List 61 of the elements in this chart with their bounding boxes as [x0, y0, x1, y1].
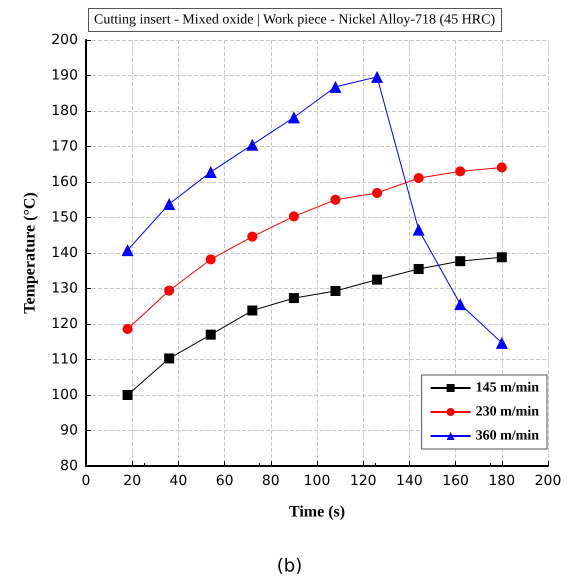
y-tick-label: 160: [51, 174, 78, 190]
point: [247, 232, 258, 242]
point: [164, 353, 174, 364]
y-tick-label: 90: [60, 422, 78, 438]
y-tick-label: 170: [51, 138, 78, 154]
point: [163, 198, 176, 210]
point: [371, 70, 384, 83]
point: [496, 336, 508, 349]
point: [206, 330, 216, 340]
point: [454, 298, 466, 310]
y-tick-label: 80: [60, 458, 78, 474]
y-tick-label: 100: [51, 387, 78, 403]
x-tick-label: 40: [169, 473, 188, 489]
legend-label: 230 m/min: [476, 404, 540, 420]
point: [247, 306, 258, 316]
x-tick-label: 100: [304, 473, 330, 489]
point: [414, 173, 424, 184]
y-axis-title: Temperature (°C): [22, 192, 38, 314]
x-axis-title: Time (s): [288, 504, 346, 520]
point: [496, 162, 507, 172]
y-tick-label: 130: [51, 280, 78, 296]
x-tick-label: 0: [82, 473, 90, 489]
point: [288, 293, 299, 304]
x-tick-label: 140: [396, 473, 423, 489]
point: [414, 264, 424, 274]
x-tick-label: 20: [123, 473, 142, 489]
point: [204, 166, 217, 178]
legend-label: 145 m/min: [476, 380, 540, 396]
point: [372, 274, 382, 285]
chart-title: Cutting insert - Mixed oxide | Work piece - Nickel Alloy-718 (45 HRC): [94, 12, 496, 28]
x-tick-label: 80: [262, 473, 280, 489]
x-tick-label: 200: [534, 473, 562, 489]
point: [330, 286, 340, 296]
y-tick-label: 180: [51, 103, 78, 119]
x-tick-label: 160: [442, 473, 469, 489]
point: [246, 138, 258, 151]
point: [164, 286, 174, 296]
point: [122, 244, 134, 256]
y-tick-label: 140: [51, 245, 78, 261]
point: [122, 324, 133, 334]
point: [496, 252, 507, 262]
point: [455, 256, 466, 266]
text: (b): [276, 556, 302, 576]
point: [372, 188, 382, 198]
x-tick-label: 180: [488, 473, 516, 489]
y-tick-label: 120: [51, 316, 78, 332]
point: [329, 80, 342, 93]
y-tick-label: 110: [51, 352, 78, 368]
point: [288, 111, 300, 124]
point: [288, 211, 299, 222]
y-tick-label: 190: [51, 68, 78, 84]
x-tick-label: 60: [216, 473, 234, 489]
point: [206, 254, 216, 264]
y-tick-label: 150: [51, 210, 78, 226]
y-tick-label: 200: [51, 32, 78, 48]
point: [455, 166, 466, 176]
legend-label: 360 m/min: [476, 428, 540, 444]
point: [412, 224, 425, 236]
point: [122, 390, 133, 400]
x-tick-label: 120: [350, 473, 377, 489]
point: [330, 194, 340, 205]
